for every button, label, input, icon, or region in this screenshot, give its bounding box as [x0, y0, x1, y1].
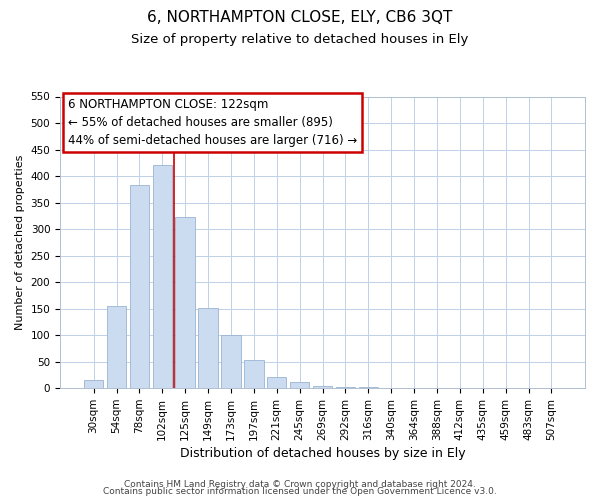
Bar [335, 386, 355, 388]
Bar [130, 185, 149, 388]
Bar [84, 380, 103, 388]
Text: 6 NORTHAMPTON CLOSE: 122sqm
← 55% of detached houses are smaller (895)
44% of se: 6 NORTHAMPTON CLOSE: 122sqm ← 55% of det… [68, 98, 357, 147]
Y-axis label: Number of detached properties: Number of detached properties [15, 154, 25, 330]
Bar [313, 386, 332, 388]
Bar [221, 335, 241, 388]
Text: Size of property relative to detached houses in Ely: Size of property relative to detached ho… [131, 32, 469, 46]
Bar [244, 360, 263, 388]
Text: 6, NORTHAMPTON CLOSE, ELY, CB6 3QT: 6, NORTHAMPTON CLOSE, ELY, CB6 3QT [148, 10, 452, 25]
Bar [199, 308, 218, 388]
X-axis label: Distribution of detached houses by size in Ely: Distribution of detached houses by size … [180, 447, 466, 460]
Bar [359, 387, 378, 388]
Bar [175, 218, 195, 388]
Bar [290, 382, 310, 388]
Text: Contains HM Land Registry data © Crown copyright and database right 2024.: Contains HM Land Registry data © Crown c… [124, 480, 476, 489]
Text: Contains public sector information licensed under the Open Government Licence v3: Contains public sector information licen… [103, 487, 497, 496]
Bar [107, 306, 126, 388]
Bar [267, 377, 286, 388]
Bar [152, 166, 172, 388]
